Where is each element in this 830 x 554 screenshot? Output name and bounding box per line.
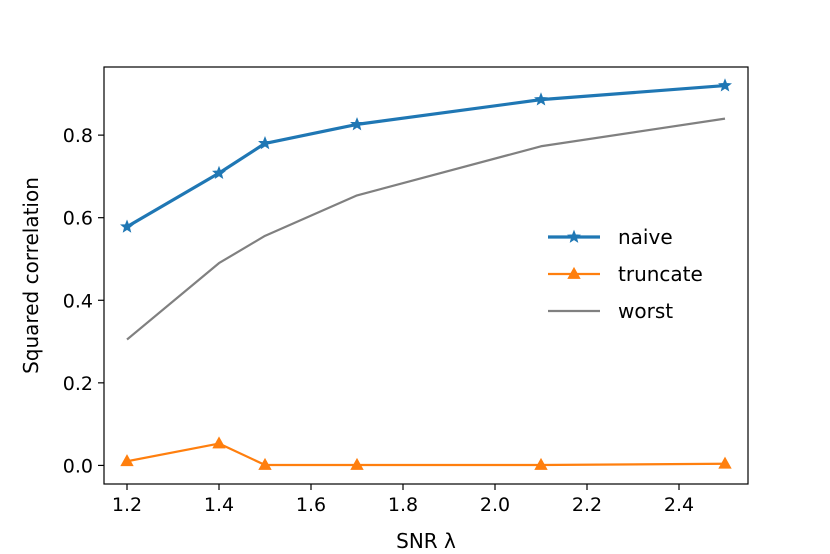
y-axis-label: Squared correlation bbox=[19, 177, 43, 374]
truncate-point bbox=[534, 457, 548, 470]
naive-point bbox=[258, 136, 272, 150]
x-tick-label: 2.0 bbox=[480, 494, 510, 516]
x-tick-label: 2.4 bbox=[664, 494, 694, 516]
x-tick-label: 1.2 bbox=[112, 494, 142, 516]
y-tick-label: 0.8 bbox=[63, 125, 93, 147]
legend-entry-naive: naive bbox=[548, 225, 673, 249]
naive-point bbox=[350, 117, 364, 131]
naive-line bbox=[126, 83, 726, 229]
naive-point bbox=[534, 92, 548, 106]
plot-area bbox=[120, 78, 732, 470]
naive-point bbox=[120, 219, 134, 233]
x-tick-label: 1.6 bbox=[296, 494, 326, 516]
truncate-point bbox=[258, 457, 272, 470]
y-tick-label: 0.2 bbox=[63, 373, 93, 395]
plot-frame bbox=[103, 66, 749, 485]
truncate-point bbox=[212, 436, 226, 449]
x-tick-label: 2.2 bbox=[572, 494, 602, 516]
truncate-point bbox=[718, 456, 732, 469]
truncate-line bbox=[126, 442, 726, 467]
series-worst bbox=[126, 117, 726, 341]
series-naive bbox=[120, 78, 732, 233]
legend: naive truncate worst bbox=[548, 225, 703, 323]
y-tick-label: 0.6 bbox=[63, 208, 93, 230]
legend-label: truncate bbox=[618, 262, 703, 286]
naive-point bbox=[212, 165, 226, 180]
y-tick-label: 0.4 bbox=[63, 290, 93, 312]
legend-entry-truncate: truncate bbox=[548, 262, 703, 286]
axis-ticks: 1.2 1.4 1.6 1.8 2.0 2.2 2.4 0.0 0.2 0.4 0.6 0.8 bbox=[63, 125, 694, 516]
truncate-point bbox=[350, 457, 364, 470]
y-tick-label: 0.0 bbox=[63, 455, 93, 477]
x-tick-label: 1.4 bbox=[204, 494, 234, 516]
worst-line bbox=[126, 117, 726, 341]
legend-marker bbox=[567, 266, 581, 279]
naive-point bbox=[718, 78, 732, 92]
legend-marker bbox=[567, 229, 581, 243]
truncate-point bbox=[120, 454, 134, 467]
legend-label: worst bbox=[618, 299, 673, 323]
legend-entry-worst: worst bbox=[548, 299, 673, 323]
legend-label: naive bbox=[618, 225, 673, 249]
x-axis-label: SNR λ bbox=[396, 529, 456, 553]
series-truncate bbox=[120, 436, 732, 470]
x-tick-label: 1.8 bbox=[388, 494, 418, 516]
